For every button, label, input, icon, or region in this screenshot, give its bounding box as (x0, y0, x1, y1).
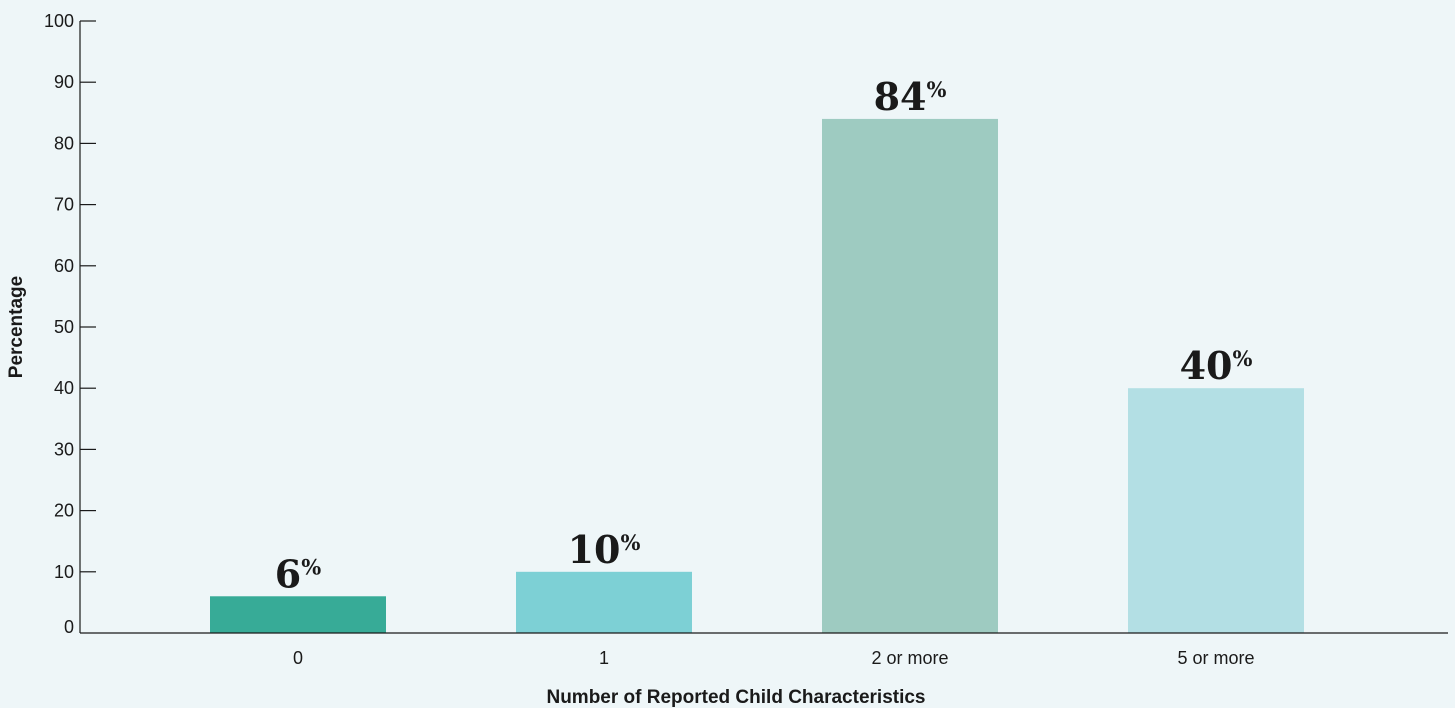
y-axis-title: Percentage (6, 276, 27, 378)
data-label: 6% (275, 551, 321, 596)
y-tick-label: 80 (54, 133, 74, 153)
x-axis-title: Number of Reported Child Characteristics (546, 687, 925, 708)
x-tick-label: 5 or more (1177, 648, 1254, 668)
y-tick-label: 60 (54, 256, 74, 276)
x-tick-label: 0 (293, 648, 303, 668)
bar (516, 571, 692, 633)
data-label-suffix: % (620, 530, 640, 555)
y-axis-ticks: 0 10 20 30 40 50 60 70 80 90 100 (44, 11, 96, 637)
data-label: 10% (568, 527, 641, 572)
y-tick-label: 90 (54, 72, 74, 92)
bar (210, 596, 386, 633)
y-tick-label: 40 (54, 378, 74, 398)
y-tick-label: 50 (54, 317, 74, 337)
data-label-suffix: % (1232, 346, 1252, 371)
y-tick-label: 30 (54, 439, 74, 459)
data-label-suffix: % (301, 554, 321, 579)
bar (822, 118, 998, 634)
data-label: 84% (874, 74, 947, 119)
data-label: 40% (1180, 343, 1253, 388)
y-tick-label: 0 (64, 617, 74, 637)
bar (1128, 388, 1304, 633)
y-tick-label: 10 (54, 562, 74, 582)
y-tick-label: 20 (54, 501, 74, 521)
y-tick-label: 100 (44, 11, 74, 31)
data-label-suffix: % (926, 77, 946, 102)
x-tick-label: 1 (599, 648, 609, 668)
y-tick-label: 70 (54, 195, 74, 215)
x-tick-label: 2 or more (871, 648, 948, 668)
x-axis-ticks: 0 1 2 or more 5 or more (293, 648, 1255, 668)
bars: 6% 10% 84% 40% (210, 74, 1304, 634)
